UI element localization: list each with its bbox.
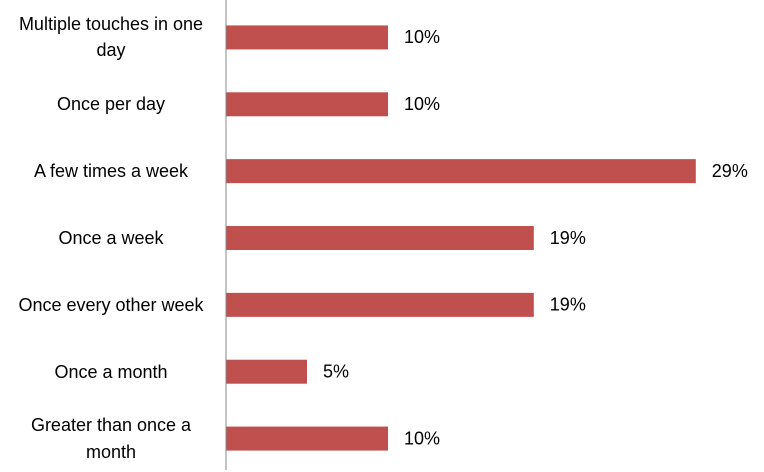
data-label: 5%	[323, 361, 349, 381]
data-label: 10%	[404, 27, 440, 47]
y-tick-label: Multiple touches in one day	[18, 14, 204, 61]
bar	[226, 25, 388, 50]
data-label: 29%	[712, 161, 748, 181]
y-tick-label: Once a month	[54, 361, 168, 382]
y-tick-label: A few times a week	[33, 161, 189, 182]
data-label: 10%	[404, 94, 440, 114]
bar	[226, 226, 534, 250]
bar	[226, 159, 696, 184]
y-tick-label: Greater than once a month	[30, 415, 192, 462]
bar	[226, 426, 388, 451]
y-tick-label: Once a week	[58, 227, 164, 248]
bar	[226, 359, 307, 384]
data-label: 19%	[550, 228, 586, 248]
bar	[226, 92, 388, 117]
y-tick-label: Once per day	[56, 94, 166, 115]
data-label: 19%	[550, 295, 586, 315]
y-tick-label: Once every other week	[18, 294, 204, 315]
bar	[226, 292, 534, 317]
data-label: 10%	[404, 428, 440, 448]
